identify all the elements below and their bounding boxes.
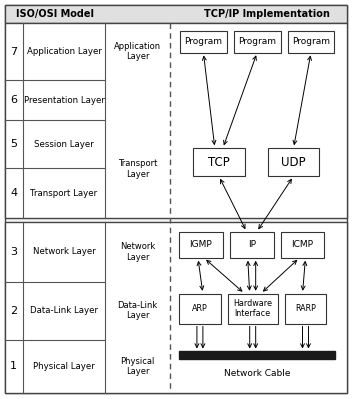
Text: ISO/OSI Model: ISO/OSI Model xyxy=(16,9,94,19)
Bar xyxy=(179,294,221,324)
Text: UDP: UDP xyxy=(281,156,306,169)
Text: 6: 6 xyxy=(10,95,17,105)
Text: ICMP: ICMP xyxy=(291,240,314,249)
Text: Application Layer: Application Layer xyxy=(26,47,101,56)
Text: 5: 5 xyxy=(10,139,17,149)
Text: Physical Layer: Physical Layer xyxy=(33,362,95,371)
Text: Transport
Layer: Transport Layer xyxy=(118,160,157,179)
Bar xyxy=(230,232,274,258)
Bar xyxy=(5,222,347,393)
Bar xyxy=(288,31,334,53)
Text: Session Layer: Session Layer xyxy=(34,140,94,149)
Bar xyxy=(180,31,227,53)
Text: Application
Layer: Application Layer xyxy=(114,42,161,61)
Text: 4: 4 xyxy=(10,188,17,198)
Bar xyxy=(228,294,278,324)
Text: RARP: RARP xyxy=(295,304,316,313)
Text: Program: Program xyxy=(238,37,276,46)
Text: TCP/IP Implementation: TCP/IP Implementation xyxy=(204,9,329,19)
Bar xyxy=(284,294,326,324)
Text: Transport Layer: Transport Layer xyxy=(30,188,98,198)
Text: 2: 2 xyxy=(10,306,17,316)
Bar xyxy=(5,5,347,23)
Bar xyxy=(193,148,245,176)
Text: Network Cable: Network Cable xyxy=(224,369,290,378)
Text: Hardware
Interface: Hardware Interface xyxy=(233,299,272,318)
Text: ARP: ARP xyxy=(192,304,208,313)
Bar xyxy=(268,148,319,176)
Text: Network Layer: Network Layer xyxy=(33,247,95,256)
Text: Program: Program xyxy=(292,37,330,46)
Text: TCP: TCP xyxy=(208,156,230,169)
Text: Presentation Layer: Presentation Layer xyxy=(24,96,105,105)
Bar xyxy=(234,31,281,53)
Bar xyxy=(5,23,347,218)
Text: 3: 3 xyxy=(10,247,17,257)
Text: IGMP: IGMP xyxy=(189,240,212,249)
Text: 1: 1 xyxy=(10,361,17,371)
Text: 7: 7 xyxy=(10,47,17,57)
Text: Network
Layer: Network Layer xyxy=(120,242,155,261)
Bar xyxy=(179,352,335,359)
Bar xyxy=(281,232,325,258)
Text: Program: Program xyxy=(184,37,222,46)
Bar xyxy=(179,232,223,258)
Text: Physical
Layer: Physical Layer xyxy=(120,357,155,376)
Text: Data-Link Layer: Data-Link Layer xyxy=(30,306,98,315)
Text: Data-Link
Layer: Data-Link Layer xyxy=(118,301,158,320)
Text: IP: IP xyxy=(248,240,256,249)
